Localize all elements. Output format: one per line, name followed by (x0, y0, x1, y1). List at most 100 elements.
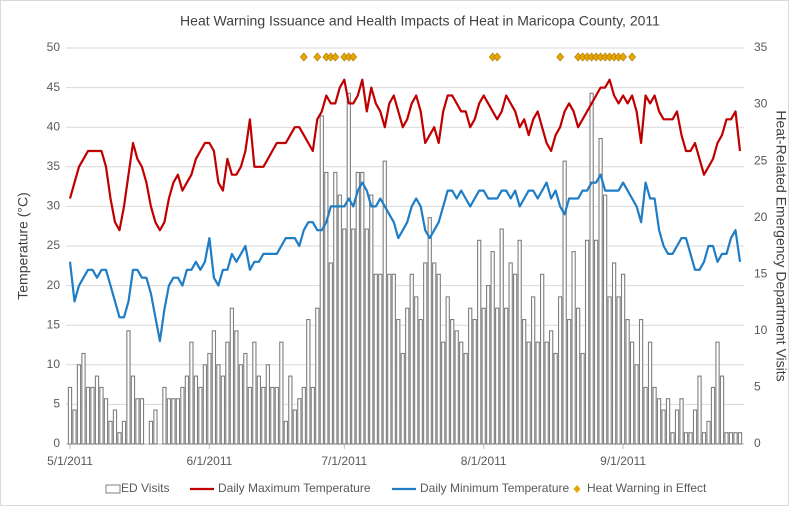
legend-label: Daily Maximum Temperature (218, 481, 371, 495)
bar (504, 307, 509, 445)
y2-tick-label: 0 (754, 436, 761, 450)
bar (184, 375, 190, 445)
y-tick-label: 25 (47, 238, 61, 252)
bar (445, 296, 450, 445)
bar (238, 364, 244, 445)
bar (198, 386, 203, 445)
bar (139, 398, 145, 445)
bar (405, 307, 410, 445)
bar (602, 194, 608, 445)
bar (67, 386, 73, 445)
bar (90, 386, 95, 445)
bar (391, 273, 396, 445)
y2-tick-label: 30 (754, 97, 768, 111)
bar (508, 262, 513, 445)
bar (468, 307, 473, 445)
bar (562, 160, 567, 445)
heat-warning-marker (299, 52, 308, 62)
bar (620, 273, 626, 445)
y2-tick-label: 15 (754, 266, 768, 280)
bar (517, 239, 522, 445)
y-tick-label: 35 (47, 159, 61, 173)
bar (706, 420, 711, 445)
bar (337, 194, 342, 445)
bar (319, 115, 324, 445)
bar (652, 386, 657, 445)
bar (647, 341, 653, 445)
y-tick-label: 30 (47, 199, 61, 213)
bar (369, 194, 374, 445)
y-tick-label: 0 (53, 436, 60, 450)
bar (539, 273, 545, 445)
heat-warning-marker (628, 52, 636, 62)
bar (566, 318, 572, 445)
bar (715, 341, 720, 445)
bar (531, 296, 536, 445)
x-tick-label: 7/1/2011 (321, 454, 367, 468)
bar (135, 398, 140, 445)
bar (274, 386, 279, 445)
bar (103, 398, 109, 445)
bar (355, 171, 360, 445)
bar (229, 307, 235, 445)
legend-label: Daily Minimum Temperature (420, 481, 569, 495)
bar (522, 318, 527, 445)
legend-swatch (105, 484, 121, 494)
bar (710, 386, 716, 445)
bar (256, 375, 262, 445)
bar (661, 409, 666, 445)
bar (261, 386, 266, 445)
x-tick-label: 6/1/2011 (186, 454, 232, 468)
heat-warning-marker (313, 52, 322, 62)
bar (288, 375, 293, 445)
bar (611, 262, 617, 445)
bar (477, 239, 482, 445)
bar (121, 420, 127, 445)
bar (724, 432, 729, 445)
bar (616, 296, 621, 445)
bar (373, 273, 378, 445)
y2-tick-label: 20 (754, 210, 768, 224)
heat-warning-marker (493, 52, 502, 62)
heat-warning-marker (556, 52, 565, 62)
bar (670, 432, 675, 445)
bar (243, 352, 248, 445)
bar (189, 341, 194, 445)
bar (72, 409, 77, 445)
bar (292, 409, 297, 445)
bar (85, 386, 91, 445)
bar (692, 409, 698, 445)
bar (99, 386, 104, 445)
bar (679, 398, 684, 445)
bar (598, 137, 603, 445)
y-tick-label: 10 (47, 357, 61, 371)
bar (76, 364, 82, 445)
y-tick-label: 20 (47, 278, 61, 292)
y2-tick-label: 25 (754, 153, 768, 167)
bar (454, 330, 459, 445)
bar (301, 386, 306, 445)
bar (207, 352, 212, 445)
bar (360, 171, 365, 445)
bar (108, 420, 113, 445)
bar (193, 375, 199, 445)
bar (94, 375, 100, 445)
y-tick-label: 5 (53, 397, 60, 411)
bar (683, 432, 689, 445)
y-tick-label: 40 (47, 119, 61, 133)
bar (283, 420, 288, 445)
bar (279, 341, 284, 445)
bar (315, 307, 320, 445)
y2-tick-label: 5 (754, 380, 761, 394)
bar (252, 341, 257, 445)
legend-swatch (573, 485, 581, 493)
bar (346, 92, 351, 445)
bar (463, 352, 468, 445)
bar (333, 171, 338, 445)
bar (472, 318, 477, 445)
bar (396, 318, 401, 445)
bar (584, 239, 590, 445)
x-tick-label: 9/1/2011 (600, 454, 646, 468)
bar (351, 228, 356, 445)
